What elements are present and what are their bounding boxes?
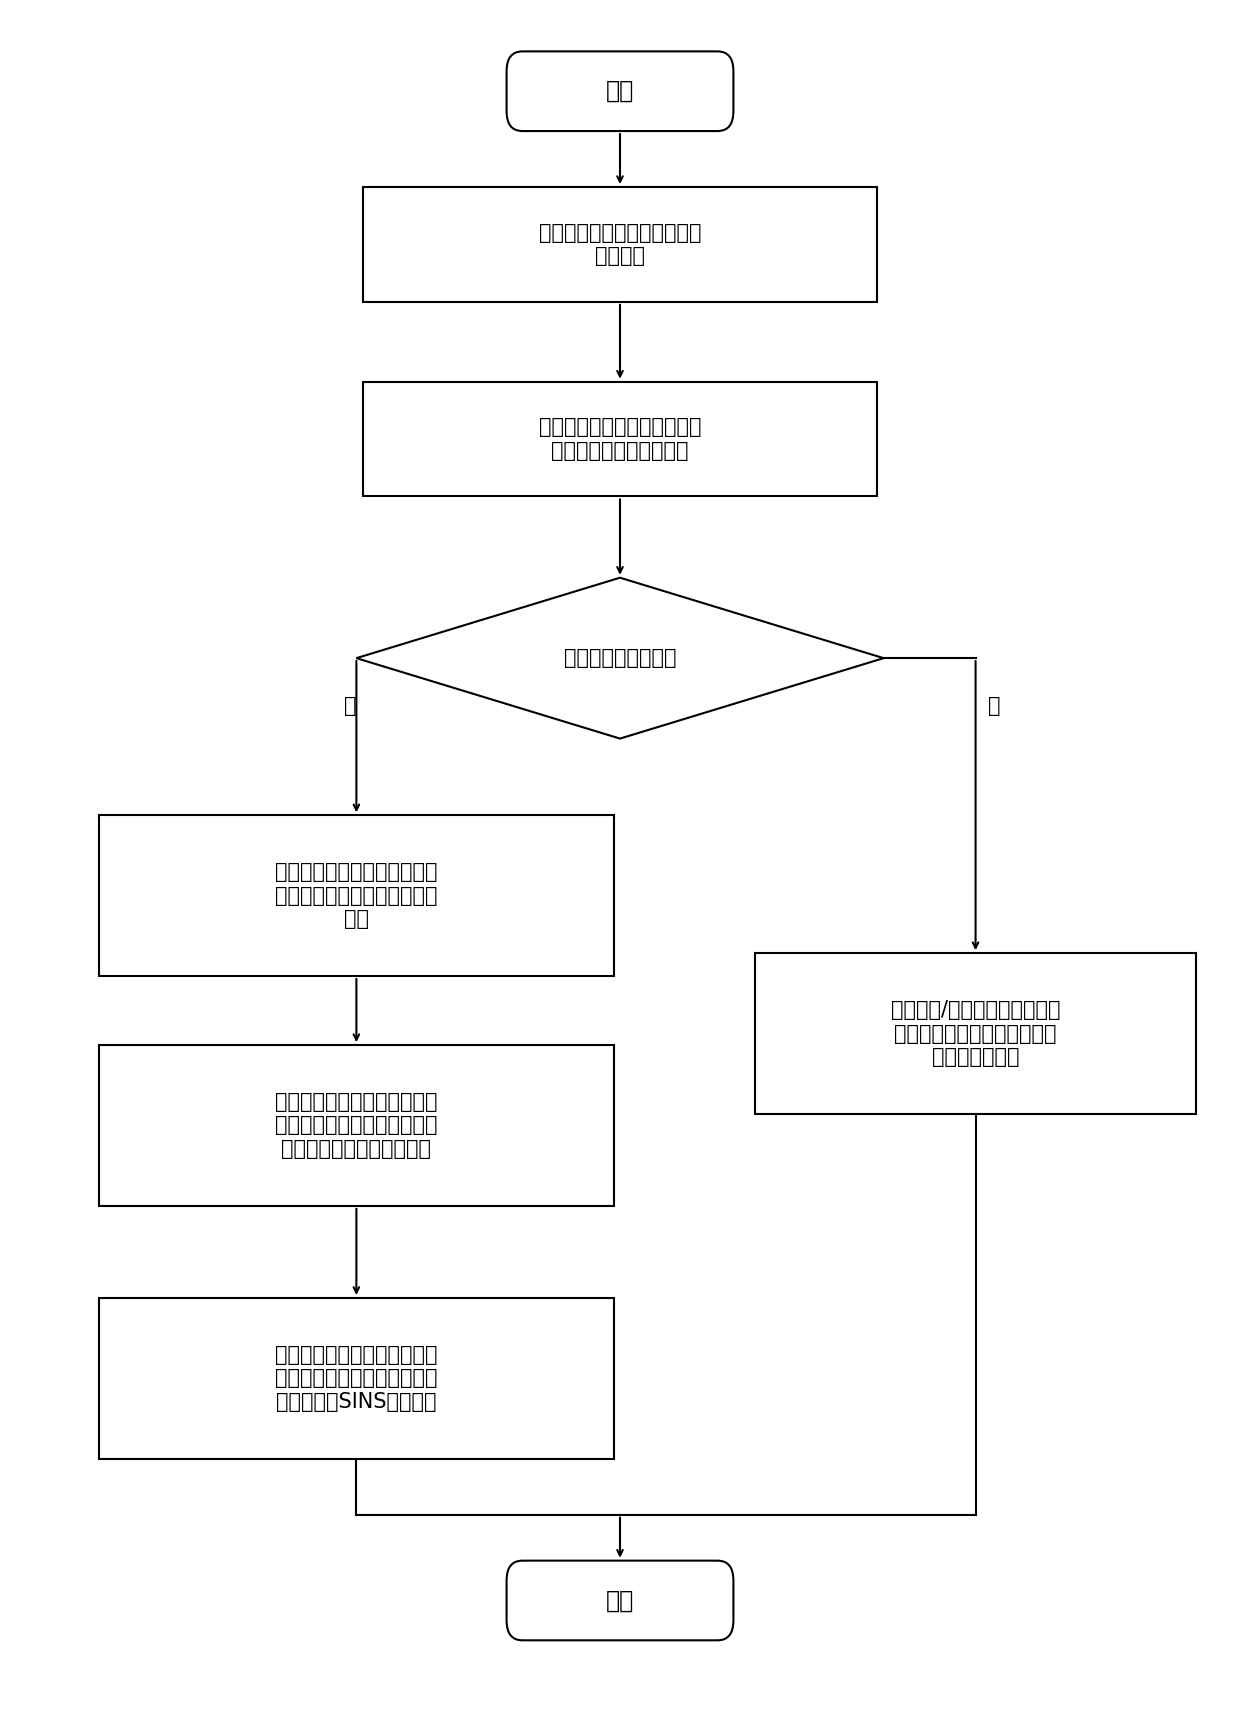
Text: 开始: 开始 [606, 80, 634, 104]
Bar [362, 382, 878, 497]
Polygon shape [356, 578, 884, 739]
Text: 切入惯性/卫星组合导航模式，
进行卡尔曼滤波融合，输出校
正后的导航结果: 切入惯性/卫星组合导航模式， 进行卡尔曼滤波融合，输出校 正后的导航结果 [890, 1000, 1060, 1067]
FancyBboxPatch shape [507, 1560, 733, 1640]
Text: 进行惯导回溯解算，递推上一
时刻的机体姿态矩阵、速度和
位置: 进行惯导回溯解算，递推上一 时刻的机体姿态矩阵、速度和 位置 [275, 863, 438, 929]
Bar [99, 815, 614, 976]
Text: 卫星导航渐变型故障: 卫星导航渐变型故障 [564, 649, 676, 668]
Bar [362, 187, 878, 303]
Text: 装订初始导航参数，进行惯导
初始对准: 装订初始导航参数，进行惯导 初始对准 [538, 223, 702, 266]
Bar [99, 1045, 614, 1206]
Text: 是: 是 [343, 697, 357, 716]
Text: 否: 否 [988, 697, 1001, 716]
FancyBboxPatch shape [507, 52, 733, 131]
Text: 进行卡尔曼回溯算法，递推上
一时刻的卡尔曼误差估计量，
并反馈给惯导回溯解算结果: 进行卡尔曼回溯算法，递推上 一时刻的卡尔曼误差估计量， 并反馈给惯导回溯解算结果 [275, 1092, 438, 1159]
Bar [755, 953, 1197, 1114]
Text: 采集并滑动存储陀螺仪、加速
度计和卫星导航输出信息: 采集并滑动存储陀螺仪、加速 度计和卫星导航输出信息 [538, 417, 702, 460]
Text: 回溯到故障点并进行纯惯导追
溯解算，输出隔离卫星导航渐
变型故障的SINS导航结果: 回溯到故障点并进行纯惯导追 溯解算，输出隔离卫星导航渐 变型故障的SINS导航结… [275, 1346, 438, 1412]
Bar [99, 1298, 614, 1458]
Text: 结束: 结束 [606, 1588, 634, 1612]
